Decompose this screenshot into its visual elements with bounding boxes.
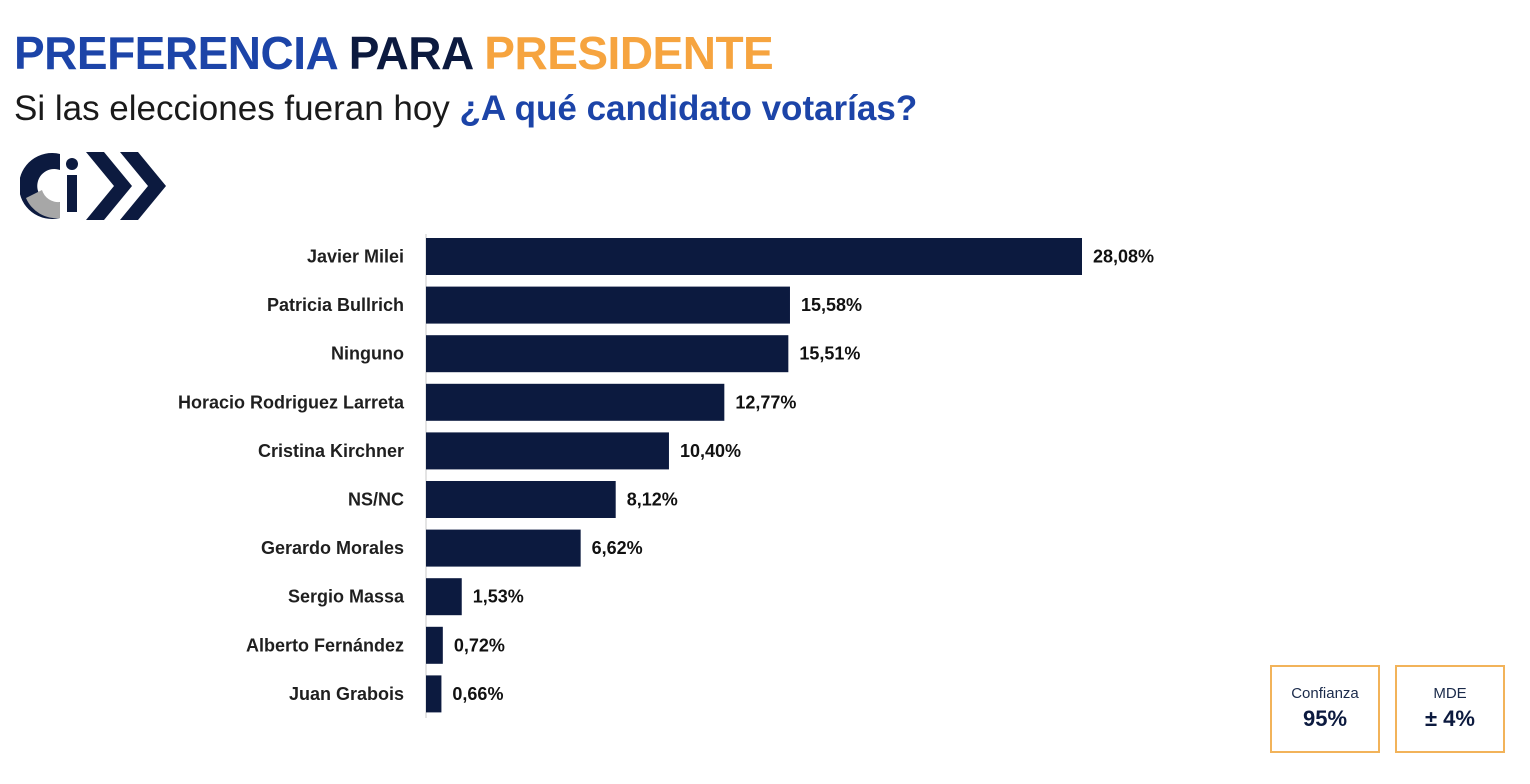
value-label: 1,53%: [473, 587, 524, 607]
bar-6: [426, 529, 581, 567]
category-label: Horacio Rodriguez Larreta: [178, 392, 405, 412]
bar-5: [426, 481, 616, 518]
title-word-preferencia: PREFERENCIA: [14, 27, 337, 79]
subtitle-question: ¿A qué candidato votarías?: [459, 89, 918, 128]
bar-9: [426, 675, 442, 713]
bar-4: [426, 432, 669, 470]
value-label: 8,12%: [627, 490, 678, 510]
category-label: Patricia Bullrich: [267, 295, 404, 315]
title-word-para: PARA: [348, 27, 473, 79]
title-word-presidente: PRESIDENTE: [484, 27, 774, 79]
value-label: 0,72%: [454, 635, 505, 655]
value-label: 15,58%: [801, 295, 862, 315]
bar-7: [426, 578, 462, 616]
bar-1: [426, 286, 790, 324]
bars-group: Javier Milei 28,08% Patricia Bullrich 15,58…: [178, 238, 1154, 713]
ci-chevron-logo-icon: [20, 152, 166, 220]
category-label: Gerardo Morales: [261, 538, 404, 558]
category-label: Javier Milei: [307, 247, 404, 267]
bar-2: [426, 335, 789, 373]
margin-of-error-box: MDE ± 4%: [1395, 665, 1505, 753]
category-label: Ninguno: [331, 344, 404, 364]
page-title: PREFERENCIA PARA PRESIDENTE: [14, 26, 774, 80]
value-label: 10,40%: [680, 441, 741, 461]
category-label: NS/NC: [348, 490, 404, 510]
bar-0: [426, 238, 1082, 275]
category-label: Cristina Kirchner: [258, 441, 404, 461]
value-label: 12,77%: [735, 392, 796, 412]
bar-3: [426, 383, 725, 421]
page-subtitle: Si las elecciones fueran hoy ¿A qué cand…: [14, 89, 917, 129]
confidence-label: Confianza: [1291, 685, 1359, 702]
margin-of-error-label: MDE: [1433, 685, 1467, 702]
value-label: 28,08%: [1093, 247, 1154, 267]
value-label: 0,66%: [452, 684, 503, 704]
confidence-value: 95%: [1302, 706, 1348, 731]
value-label: 15,51%: [799, 344, 860, 364]
bar-8: [426, 626, 443, 664]
subtitle-prefix: Si las elecciones fueran hoy: [14, 89, 450, 128]
margin-of-error-value: ± 4%: [1425, 706, 1475, 731]
confidence-box: Confianza 95%: [1270, 665, 1380, 753]
category-label: Alberto Fernández: [246, 635, 404, 655]
value-label: 6,62%: [592, 538, 643, 558]
category-label: Sergio Massa: [288, 587, 405, 607]
category-label: Juan Grabois: [289, 684, 404, 704]
